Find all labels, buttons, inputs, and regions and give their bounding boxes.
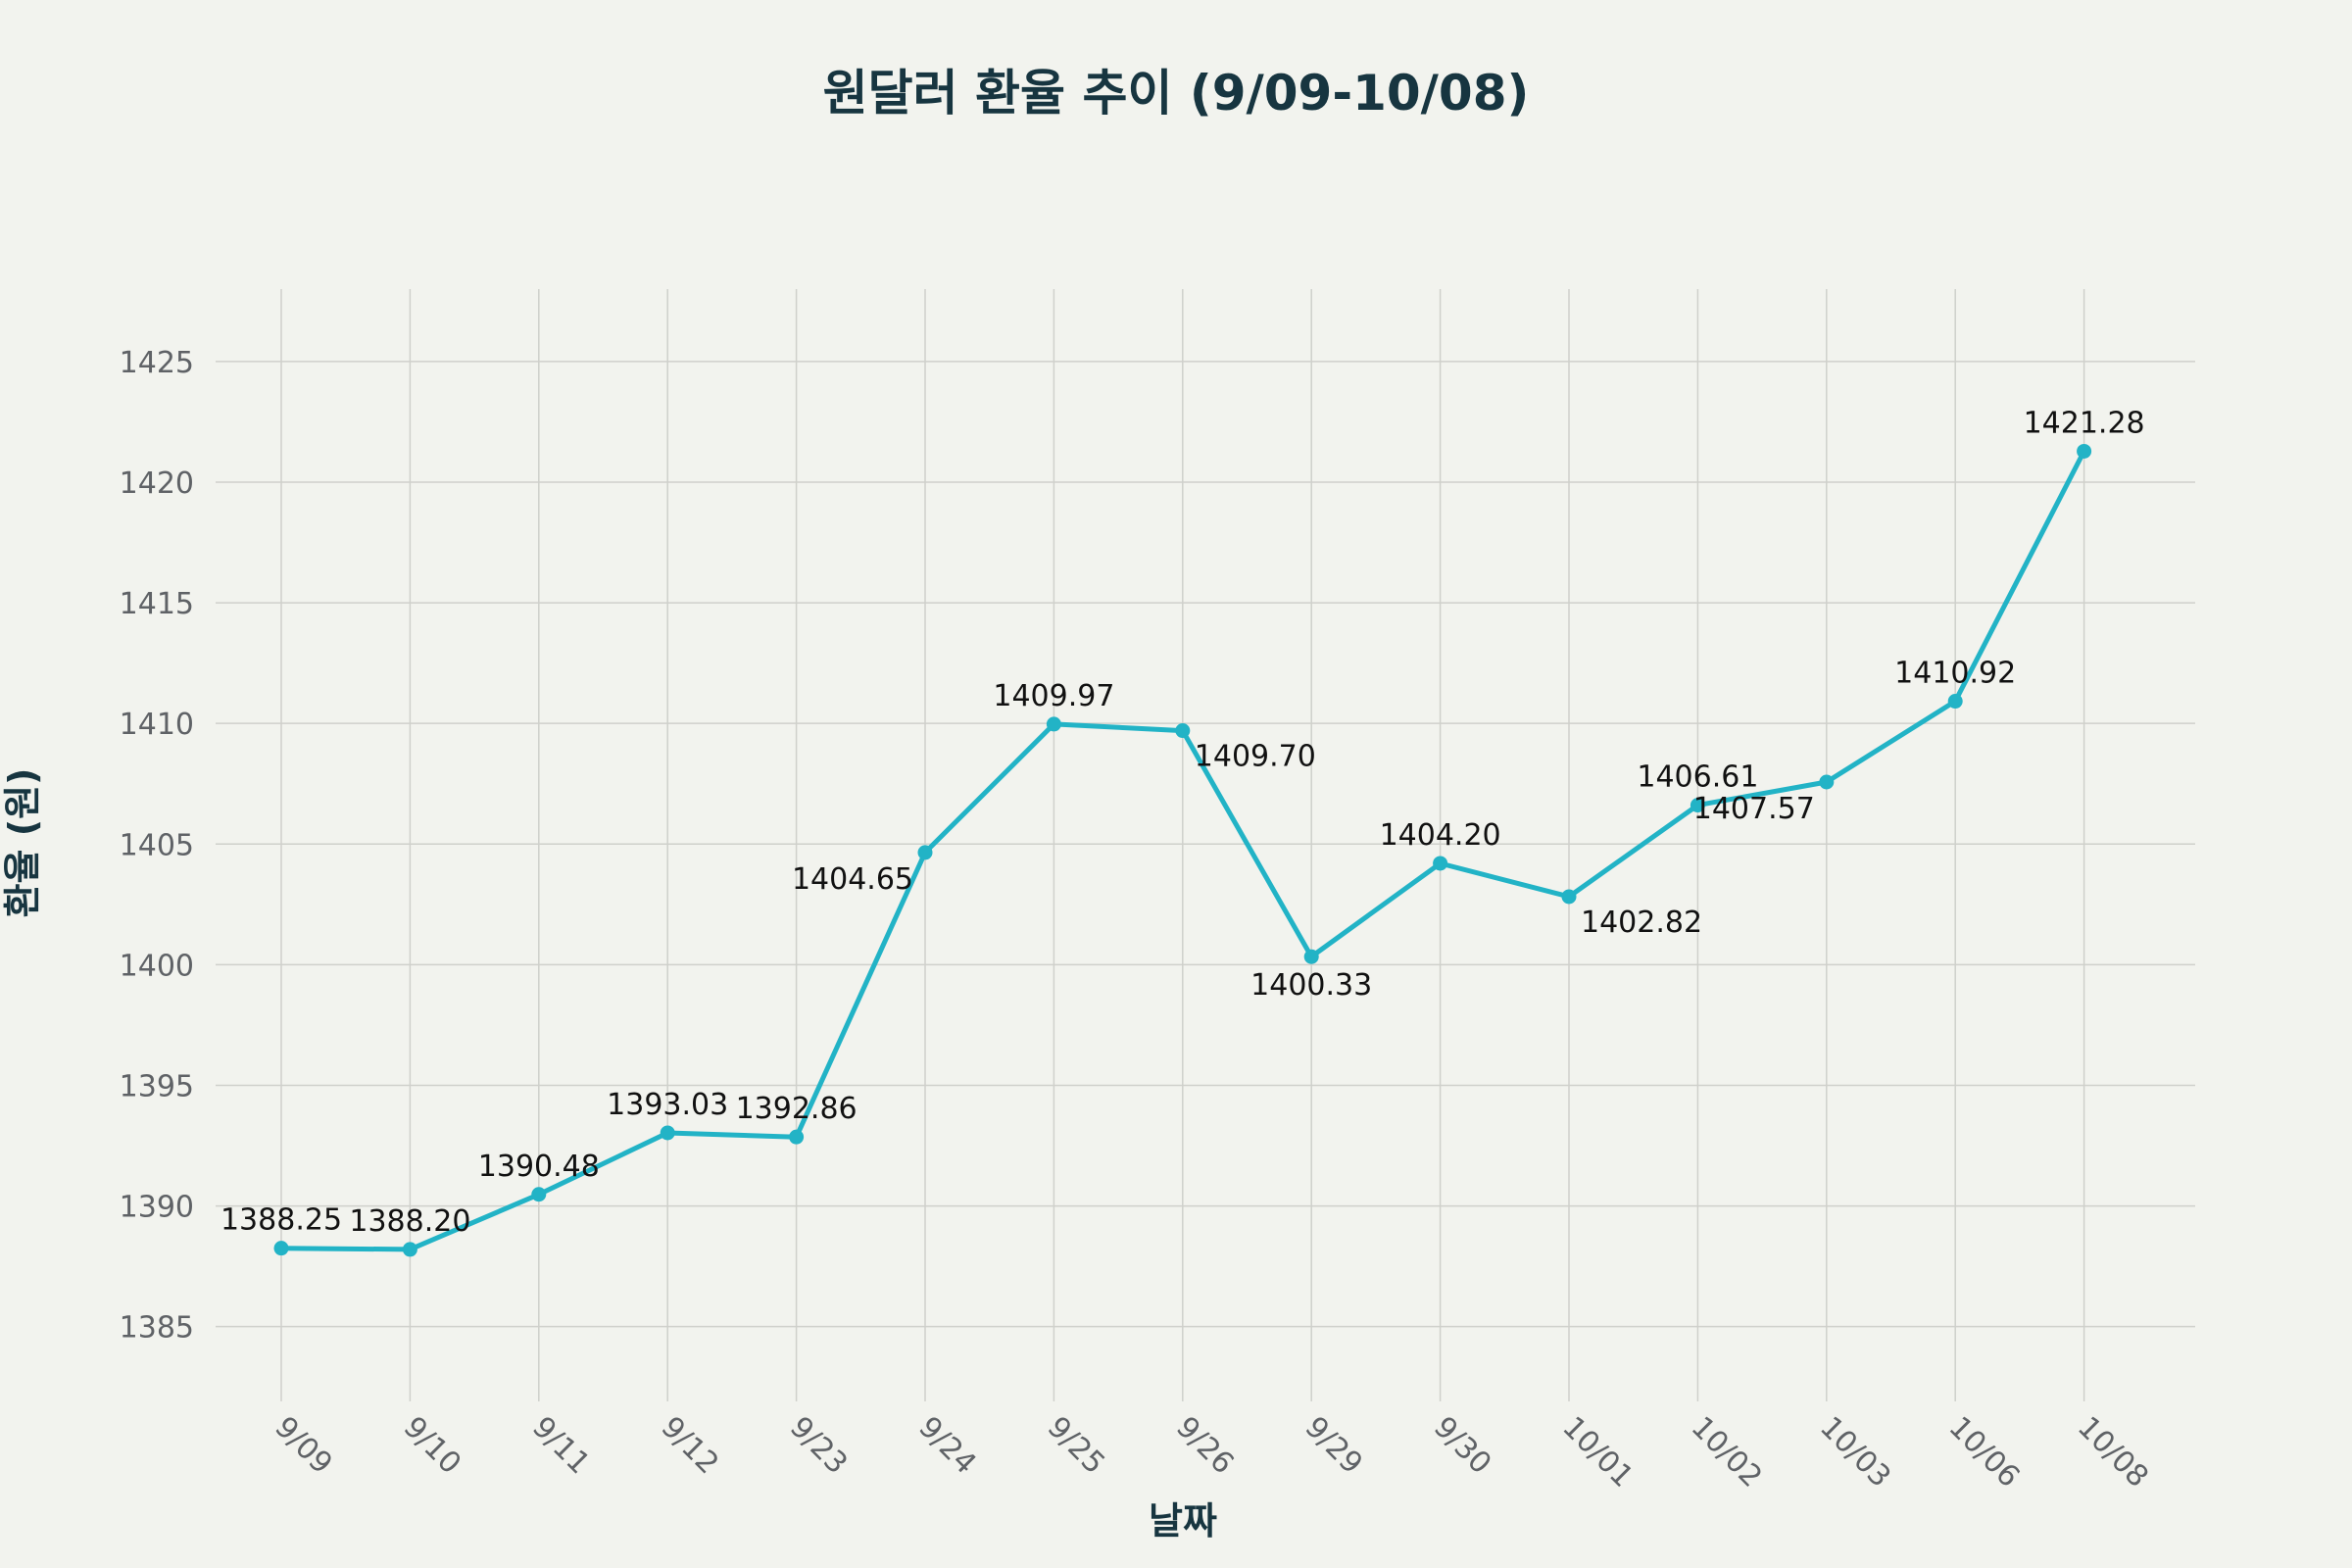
x-tick-label: 9/25 (1041, 1410, 1111, 1481)
x-tick-label: 10/02 (1685, 1410, 1769, 1494)
x-tick-label: 10/03 (1813, 1410, 1897, 1494)
x-tick-label: 9/23 (783, 1410, 854, 1481)
data-point (1819, 774, 1835, 790)
data-point (1175, 723, 1191, 739)
x-tick-label: 9/24 (911, 1410, 982, 1481)
data-label: 1388.20 (349, 1204, 470, 1239)
data-point (531, 1187, 547, 1202)
data-label: 1402.82 (1581, 906, 1702, 940)
data-point (2077, 443, 2092, 459)
data-label: 1404.20 (1380, 818, 1501, 853)
data-point (1690, 798, 1705, 813)
x-tick-label: 9/26 (1169, 1410, 1240, 1481)
x-tick-label: 9/30 (1427, 1410, 1497, 1481)
data-label: 1400.33 (1250, 968, 1372, 1003)
x-tick-label: 9/12 (655, 1410, 725, 1481)
grid (216, 289, 2195, 1401)
data-point (917, 845, 933, 860)
data-label: 1409.70 (1195, 740, 1316, 774)
y-axis-title: 환율 (원) (1, 768, 44, 918)
x-axis-ticks: 9/09 9/10 9/11 9/12 9/23 9/24 9/25 9/26 9/29 9/30… (268, 1410, 2154, 1494)
y-axis-ticks: 1385 1390 1395 1400 1405 1410 1415 1420 1425 (120, 346, 194, 1346)
y-tick-label: 1405 (120, 828, 194, 862)
y-tick-label: 1415 (120, 587, 194, 621)
y-tick-label: 1395 (120, 1069, 194, 1103)
data-label: 1392.86 (736, 1092, 858, 1126)
data-point (1561, 889, 1577, 905)
y-tick-label: 1420 (120, 466, 194, 501)
x-tick-label: 9/11 (525, 1410, 596, 1481)
data-point (273, 1241, 289, 1256)
y-tick-label: 1400 (120, 949, 194, 983)
x-tick-label: 10/08 (2071, 1410, 2155, 1494)
x-tick-label: 9/10 (397, 1410, 467, 1481)
data-label: 1421.28 (2024, 406, 2145, 440)
data-label: 1407.57 (1693, 792, 1815, 826)
x-axis-title: 날짜 (1149, 1499, 1217, 1543)
data-point (402, 1242, 417, 1257)
data-point (1947, 694, 1963, 710)
data-label: 1409.97 (993, 679, 1114, 713)
y-tick-label: 1385 (120, 1311, 194, 1346)
data-point (1046, 716, 1061, 732)
data-label: 1404.65 (792, 862, 913, 897)
y-tick-label: 1390 (120, 1191, 194, 1225)
data-label: 1390.48 (478, 1150, 600, 1184)
data-point (1433, 856, 1448, 871)
data-point (1303, 949, 1319, 964)
data-label: 1388.25 (220, 1203, 342, 1238)
x-tick-label: 9/09 (268, 1410, 338, 1481)
data-point (660, 1125, 675, 1141)
data-label: 1410.92 (1894, 657, 2016, 691)
data-point (789, 1129, 805, 1145)
data-label: 1406.61 (1637, 760, 1758, 795)
series-rate (273, 443, 2092, 1257)
x-tick-label: 10/06 (1942, 1410, 2027, 1494)
x-tick-label: 10/01 (1555, 1410, 1640, 1494)
chart-title: 원달러 환율 추이 (9/09-10/08) (823, 65, 1530, 122)
y-tick-label: 1410 (120, 708, 194, 742)
data-label: 1393.03 (607, 1088, 728, 1122)
x-tick-label: 9/29 (1298, 1410, 1369, 1481)
y-tick-label: 1425 (120, 346, 194, 380)
